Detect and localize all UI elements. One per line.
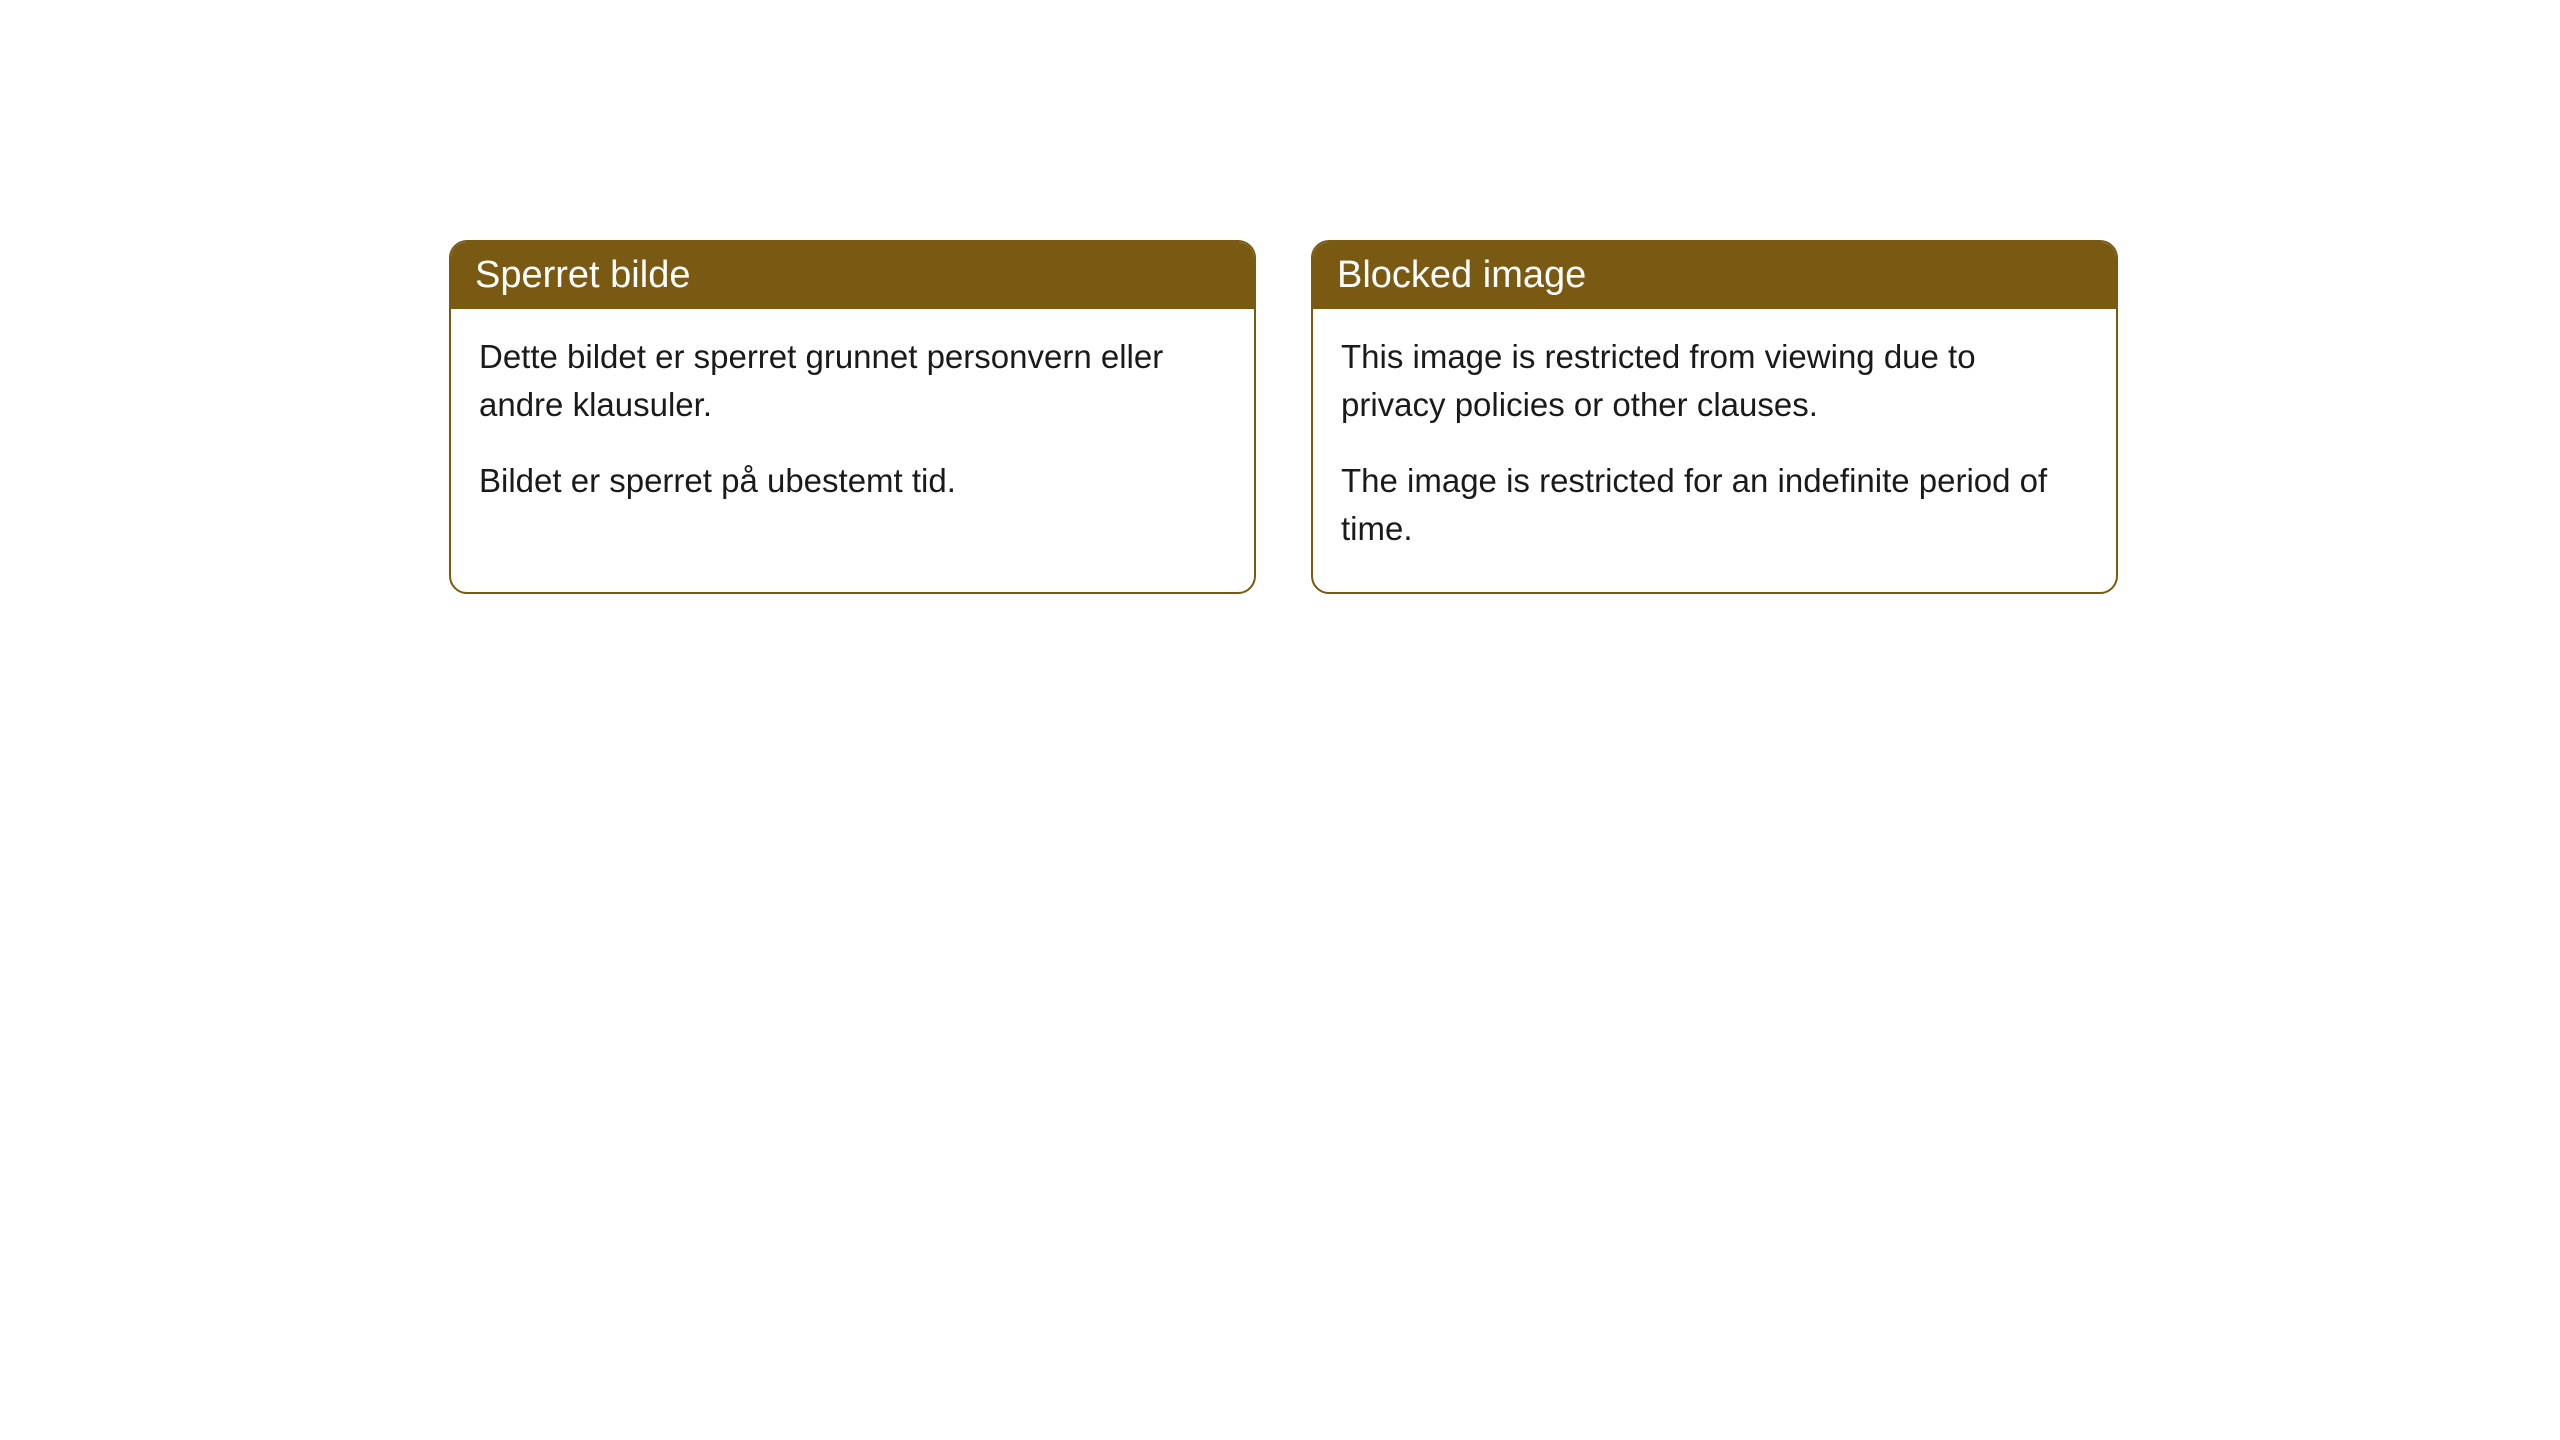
card-body: Dette bildet er sperret grunnet personve… [451, 309, 1254, 545]
card-title: Sperret bilde [475, 254, 690, 296]
card-paragraph: Dette bildet er sperret grunnet personve… [479, 333, 1226, 429]
card-title: Blocked image [1337, 254, 1586, 296]
card-paragraph: The image is restricted for an indefinit… [1341, 457, 2088, 553]
blocked-image-card-norwegian: Sperret bilde Dette bildet er sperret gr… [449, 240, 1256, 594]
card-paragraph: Bildet er sperret på ubestemt tid. [479, 457, 1226, 505]
notice-cards-container: Sperret bilde Dette bildet er sperret gr… [449, 240, 2118, 594]
card-body: This image is restricted from viewing du… [1313, 309, 2116, 592]
blocked-image-card-english: Blocked image This image is restricted f… [1311, 240, 2118, 594]
card-paragraph: This image is restricted from viewing du… [1341, 333, 2088, 429]
card-header: Sperret bilde [451, 242, 1254, 309]
card-header: Blocked image [1313, 242, 2116, 309]
